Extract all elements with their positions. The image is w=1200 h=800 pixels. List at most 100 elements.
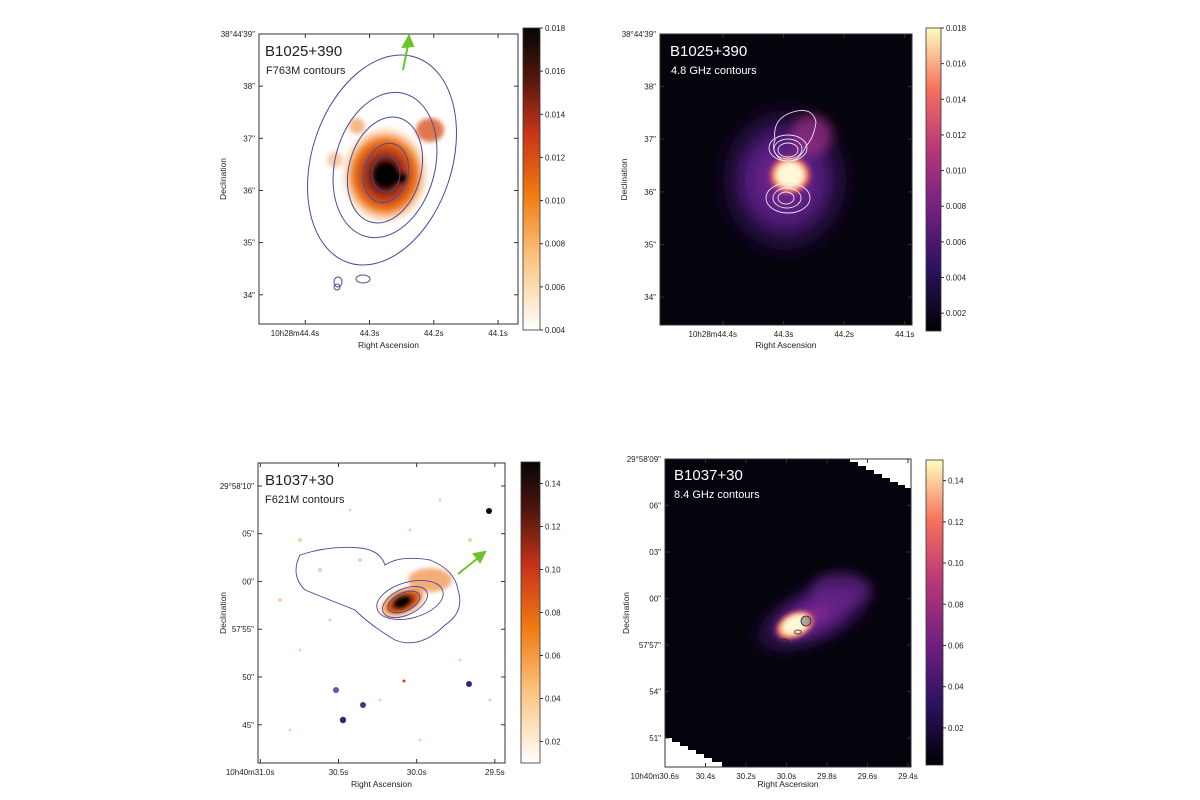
y-tick-label: 54" (649, 688, 661, 697)
direction-arrow (401, 34, 415, 71)
colorbar-tick-label: 0.04 (545, 695, 561, 704)
x-tick-label: 44.1s (488, 329, 508, 338)
contours (295, 546, 461, 644)
x-tick-label: 44.3s (774, 330, 794, 339)
colorbar-tick-label: 0.004 (545, 326, 566, 335)
blank-corner (850, 459, 911, 488)
colorbar-tick-label: 0.14 (948, 477, 964, 486)
colorbar-scale (520, 461, 541, 764)
y-tick-label: 34" (243, 291, 255, 300)
y-tick-label: 38" (644, 83, 656, 92)
panel-1-contour-label: F763M contours (266, 65, 346, 77)
y-tick-label: 29°58'09" (627, 455, 661, 464)
colorbar-tick-label: 0.08 (545, 609, 561, 618)
colorbar-tick-label: 0.02 (545, 738, 561, 747)
y-tick-label: 06" (649, 502, 661, 511)
blank-corner (665, 738, 722, 767)
y-tick-label: 05" (242, 530, 254, 539)
x-axis-label: Right Ascension (758, 779, 819, 789)
x-tick-label: 10h28m44.4s (271, 329, 319, 338)
panel-2-contour-label: 4.8 GHz contours (671, 65, 757, 77)
panel-4-image: B1037+30 8.4 GHz contours (665, 459, 911, 767)
y-tick-label: 37" (644, 135, 656, 144)
y-tick-label: 38°44'39" (622, 30, 656, 39)
x-tick-label: 44.1s (895, 330, 915, 339)
x-tick-label: 44.3s (360, 329, 380, 338)
y-tick-label: 03" (649, 548, 661, 557)
x-tick-label: 30.0s (777, 772, 797, 781)
y-axis-label: Declination (218, 158, 228, 200)
y-tick-label: 00" (649, 595, 661, 604)
direction-arrow (457, 550, 487, 575)
y-axis-label: Declination (218, 592, 228, 634)
colorbar: 0.02 0.04 0.06 0.08 0.10 0.12 0.14 (520, 461, 561, 764)
colorbar-tick-label: 0.006 (946, 238, 967, 247)
colorbar-tick-label: 0.02 (948, 724, 964, 733)
colorbar-scale (522, 27, 541, 331)
colorbar-tick-label: 0.10 (948, 559, 964, 568)
colorbar-tick-label: 0.06 (948, 641, 964, 650)
colorbar-tick-label: 0.006 (545, 283, 566, 292)
panel-2-source: B1025+390 (670, 43, 747, 60)
colorbar: 0.004 0.006 0.008 0.010 0.012 0.014 0.016 0.018 (522, 24, 566, 335)
y-tick-label: 35" (243, 239, 255, 248)
colorbar-tick-label: 0.008 (946, 202, 967, 211)
colorbar-tick-label: 0.14 (545, 480, 561, 489)
y-tick-label: 36" (243, 186, 255, 195)
colorbar-scale (925, 27, 942, 332)
colorbar-tick-label: 0.016 (545, 67, 566, 76)
colorbar-tick-label: 0.004 (946, 274, 967, 283)
x-tick-label: 30.2s (736, 772, 756, 781)
panel-1-axes: 10h28m44.4s 44.3s 44.2s 44.1s 38°44'39" 38" 37… (218, 24, 566, 350)
panel-3-source: B1037+30 (265, 472, 334, 489)
panel-3-contour-label: F621M contours (265, 494, 345, 506)
y-axis-label: Declination (619, 158, 629, 200)
panel-2-image: B1025+390 4.8 GHz contours (660, 34, 912, 325)
colorbar: 0.002 0.004 0.006 0.008 0.010 0.012 0.014 0.016… (925, 24, 967, 332)
x-tick-label: 29.4s (898, 772, 918, 781)
x-tick-label: 29.8s (817, 772, 837, 781)
panel-4-contour-label: 8.4 GHz contours (674, 489, 760, 501)
plot-frame (258, 33, 519, 325)
colorbar: 0.02 0.04 0.06 0.08 0.10 0.12 0.14 (925, 459, 964, 766)
x-axis-label: Right Ascension (756, 340, 817, 350)
x-tick-label: 29.6s (858, 772, 878, 781)
colorbar-tick-label: 0.10 (545, 566, 561, 575)
x-tick-label: 44.2s (424, 329, 444, 338)
field-stars (333, 508, 492, 724)
x-tick-label: 10h40m31.0s (226, 768, 274, 777)
contours (765, 110, 817, 214)
y-tick-label: 57'55" (232, 625, 254, 634)
colorbar-tick-label: 0.010 (545, 197, 566, 206)
noise-speckle (278, 498, 492, 742)
colorbar-tick-label: 0.018 (545, 24, 566, 33)
colorbar-tick-label: 0.012 (946, 131, 967, 140)
colorbar-tick-label: 0.008 (545, 240, 566, 249)
y-tick-label: 45" (242, 721, 254, 730)
colorbar-tick-label: 0.08 (948, 600, 964, 609)
axes-layer: 10h28m44.4s 44.3s 44.2s 44.1s 38°44'39" 38" 37… (218, 24, 967, 789)
x-tick-label: 44.2s (834, 330, 854, 339)
y-tick-label: 51" (649, 734, 661, 743)
colorbar-tick-label: 0.12 (545, 523, 561, 532)
colorbar-tick-label: 0.002 (946, 309, 967, 318)
panel-1-source: B1025+390 (265, 43, 342, 60)
y-tick-label: 38°44'39" (221, 30, 255, 39)
x-tick-label: 10h40m30.6s (631, 772, 679, 781)
contours (307, 54, 457, 291)
colorbar-tick-label: 0.018 (946, 24, 967, 33)
panel-3-image: B1037+30 F621M contours (258, 463, 505, 763)
panel-4-axes: 10h40m30.6s 30.4s 30.2s 30.0s 29.8s 29.6s 29.4… (621, 455, 964, 789)
colorbar-tick-label: 0.12 (948, 518, 964, 527)
x-tick-label: 29.5s (485, 768, 505, 777)
plot-frame (659, 33, 913, 326)
y-tick-label: 34" (644, 293, 656, 302)
y-tick-label: 29°58'10" (220, 482, 254, 491)
y-tick-label: 35" (644, 240, 656, 249)
colorbar-scale (925, 459, 944, 766)
y-tick-label: 38" (243, 82, 255, 91)
colorbar-tick-label: 0.014 (946, 95, 967, 104)
colorbar-tick-label: 0.04 (948, 683, 964, 692)
x-tick-label: 30.5s (329, 768, 349, 777)
